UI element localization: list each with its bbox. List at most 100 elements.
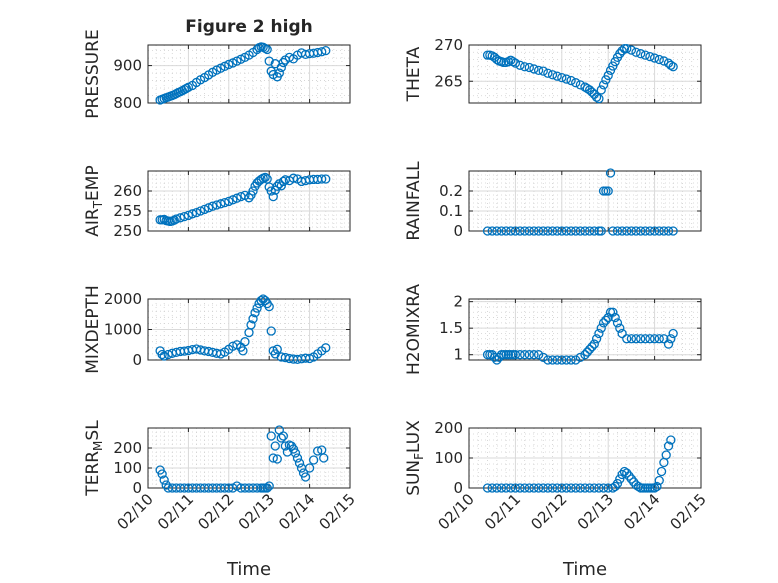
x-tick-label: 02/14 (620, 490, 663, 533)
data-point (321, 174, 331, 184)
data-point (626, 334, 637, 344)
data-point (308, 455, 319, 465)
data-point (538, 483, 548, 493)
data-point (506, 226, 516, 236)
y-tick-label: 800 (113, 94, 142, 112)
data-point (238, 346, 248, 356)
data-point (589, 339, 599, 349)
data-point (640, 50, 650, 60)
data-point (603, 312, 613, 323)
data-point (524, 62, 534, 73)
data-point (506, 483, 516, 493)
data-point (601, 75, 611, 85)
data-point (580, 226, 590, 236)
y-axis-label: H2OMIXRA (404, 284, 424, 375)
data-point (589, 226, 599, 236)
y-axis-label: AIRTEMP (83, 165, 105, 236)
data-point (640, 226, 650, 236)
data-point (617, 328, 627, 339)
axes-box (147, 170, 351, 232)
y-axis-label: MIXDEPTH (83, 285, 103, 374)
data-point (515, 483, 525, 493)
x-tick-label: 02/12 (527, 490, 570, 533)
data-point (594, 328, 604, 339)
data-point (264, 301, 274, 312)
data-point (529, 226, 539, 236)
data-point (224, 59, 234, 70)
data-point (262, 44, 272, 55)
data-point (487, 226, 497, 236)
data-point (582, 347, 592, 357)
data-point (594, 483, 604, 493)
data-point (591, 334, 602, 344)
y-tick-label: 2000 (104, 290, 142, 308)
data-point (575, 483, 586, 493)
data-point (612, 318, 623, 328)
data-point (603, 186, 613, 196)
data-point (571, 226, 581, 236)
data-point (260, 172, 270, 183)
data-point (575, 80, 586, 90)
data-point (515, 60, 525, 70)
data-point (529, 64, 539, 74)
data-point (482, 483, 493, 493)
data-point (575, 226, 586, 236)
data-point (571, 483, 581, 493)
data-point (645, 51, 655, 62)
data-point (580, 82, 590, 92)
data-point (496, 483, 507, 493)
data-point (294, 458, 305, 468)
data-point (580, 350, 590, 360)
data-point (510, 350, 521, 360)
data-point (510, 226, 521, 236)
data-point (612, 226, 623, 236)
data-point (615, 323, 625, 333)
data-point (533, 350, 544, 360)
x-tick-label: 02/13 (574, 490, 617, 533)
data-point (649, 334, 660, 344)
data-point (580, 483, 590, 493)
data-point (169, 215, 179, 225)
data-point (654, 54, 664, 65)
data-point (584, 483, 595, 493)
data-point (246, 320, 256, 330)
data-point (501, 483, 511, 493)
data-point (520, 350, 530, 360)
data-point (321, 343, 331, 353)
subplot-1: 800 900 PRESSURE Figure 2 high (83, 17, 351, 119)
subplot-2: 265 270 THETA (404, 36, 702, 104)
data-point (659, 226, 669, 236)
data-point (533, 65, 544, 76)
data-point (622, 334, 632, 344)
data-point (207, 201, 218, 211)
y-tick-label: 270 (434, 36, 463, 54)
data-point (626, 226, 637, 236)
data-point (663, 441, 674, 451)
data-point (280, 441, 291, 451)
data-point (276, 62, 286, 73)
data-point (626, 474, 637, 484)
data-point (605, 168, 616, 178)
data-point (268, 191, 278, 202)
data-point (304, 353, 315, 364)
data-point (284, 52, 295, 62)
data-point (278, 431, 288, 441)
data-point (631, 226, 641, 236)
y-tick-label: 255 (113, 202, 142, 220)
data-point (631, 334, 641, 344)
data-point (216, 199, 226, 209)
y-tick-label: 0 (132, 479, 142, 497)
data-point (529, 350, 539, 360)
data-point (645, 226, 655, 236)
y-tick-label: 2 (453, 293, 463, 311)
data-point (561, 355, 572, 365)
y-tick-label: 200 (113, 439, 142, 457)
data-point (520, 226, 530, 236)
data-point (538, 226, 548, 236)
data-point (319, 453, 329, 463)
data-point (179, 211, 190, 222)
chart-title: Figure 2 high (185, 17, 313, 37)
data-point (626, 45, 637, 55)
data-point (529, 483, 539, 493)
y-tick-label: 100 (113, 459, 142, 477)
